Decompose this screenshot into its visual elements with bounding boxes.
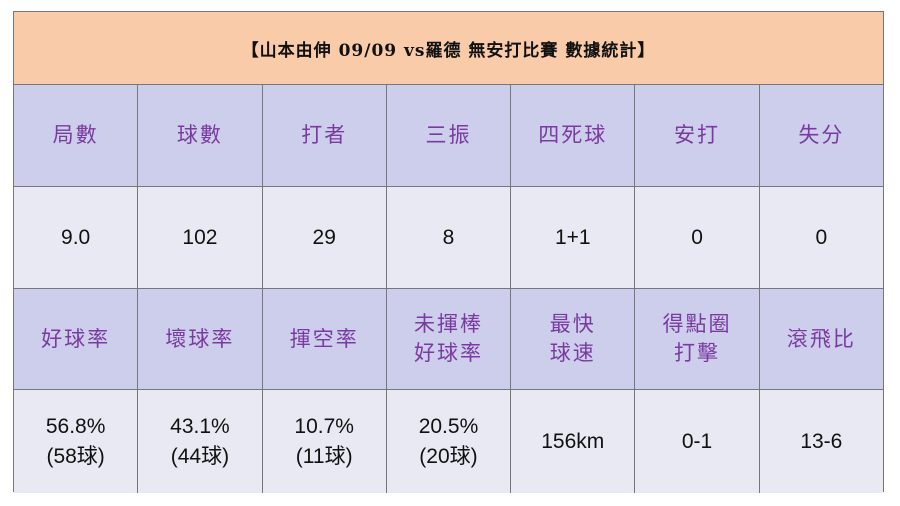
header-strikeouts: 三振 [386,85,512,187]
header-innings: 局數 [14,85,139,187]
value-runs: 0 [759,187,883,289]
header-hits: 安打 [635,85,760,187]
header-row-2: 好球率 壞球率 揮空率 未揮棒 好球率 最快 球速 得點圈 打擊 滾飛比 [14,289,883,390]
value-called-strike-rate: 20.5% (20球) [386,390,512,493]
value-row-1: 9.0 102 29 8 1+1 0 0 [14,187,883,289]
header-strike-rate: 好球率 [14,289,139,390]
value-row-2: 56.8% (58球) 43.1% (44球) 10.7% (11球) 20.5… [14,390,883,493]
value-walks-hbp: 1+1 [511,187,636,289]
value-strike-rate: 56.8% (58球) [14,390,139,493]
header-ball-rate: 壞球率 [138,289,263,390]
value-top-velocity: 156km [511,390,636,493]
value-risp-batting: 0-1 [635,390,760,493]
table-title: 【山本由伸 09/09 vs羅德 無安打比賽 數據統計】 [14,12,883,85]
header-batters: 打者 [262,85,387,187]
value-whiff-rate: 10.7% (11球) [262,390,387,493]
header-row-1: 局數 球數 打者 三振 四死球 安打 失分 [14,85,883,187]
stats-table: 【山本由伸 09/09 vs羅德 無安打比賽 數據統計】 局數 球數 打者 三振… [13,11,884,493]
value-pitches: 102 [138,187,263,289]
value-strikeouts: 8 [386,187,512,289]
header-walks-hbp: 四死球 [511,85,636,187]
value-innings: 9.0 [14,187,139,289]
header-risp-batting: 得點圈 打擊 [635,289,760,390]
value-go-ao-ratio: 13-6 [759,390,883,493]
value-batters: 29 [262,187,387,289]
value-hits: 0 [635,187,760,289]
value-ball-rate: 43.1% (44球) [138,390,263,493]
header-called-strike-rate: 未揮棒 好球率 [386,289,512,390]
header-top-velocity: 最快 球速 [511,289,636,390]
header-pitches: 球數 [138,85,263,187]
header-go-ao-ratio: 滾飛比 [759,289,883,390]
header-whiff-rate: 揮空率 [262,289,387,390]
header-runs: 失分 [759,85,883,187]
